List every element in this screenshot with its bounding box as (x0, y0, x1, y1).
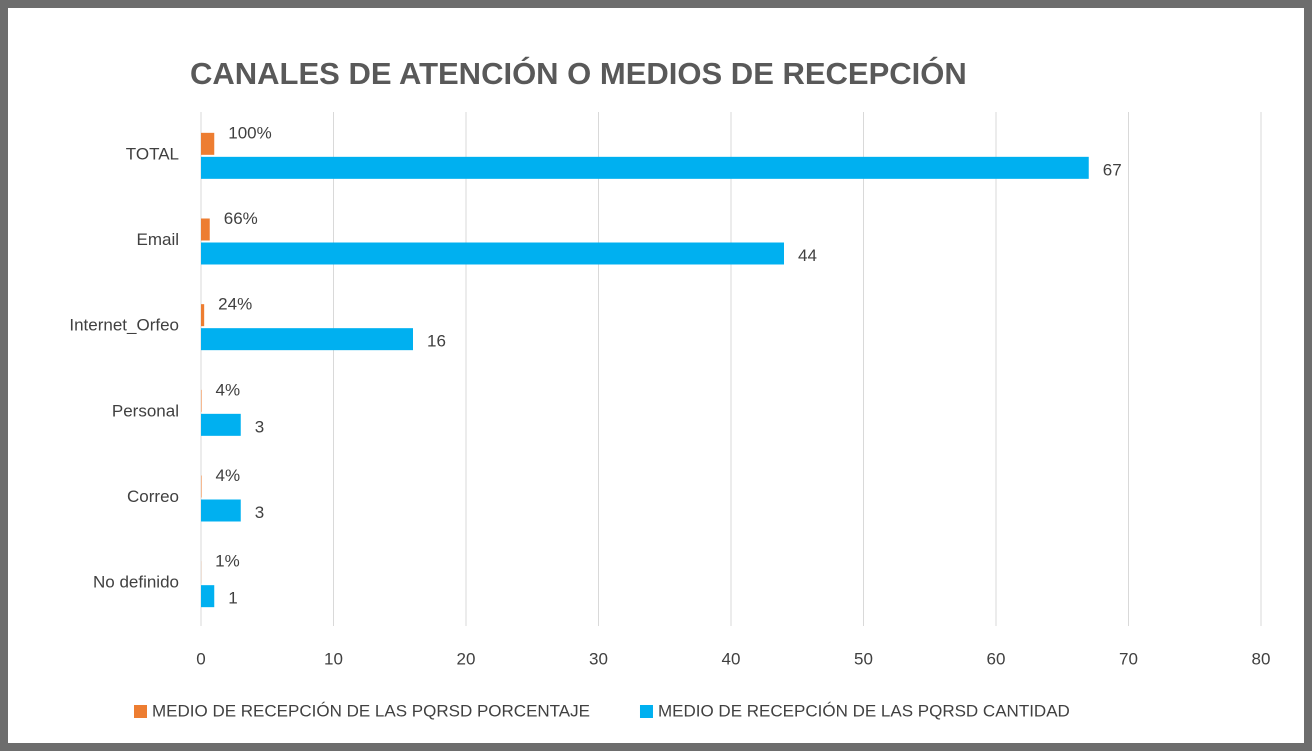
legend-label: MEDIO DE RECEPCIÓN DE LAS PQRSD CANTIDAD (658, 701, 1070, 720)
y-tick-label: No definido (93, 573, 179, 592)
bar (201, 218, 210, 241)
data-label: 4% (216, 380, 241, 399)
y-tick-label: Correo (127, 487, 179, 506)
legend-swatch (639, 705, 653, 718)
bar (201, 475, 202, 498)
data-label: 16 (427, 332, 446, 351)
x-tick-label: 30 (589, 649, 608, 668)
x-tick-label: 50 (854, 649, 873, 668)
y-tick-label: Internet_Orfeo (69, 316, 179, 335)
bar (201, 413, 241, 436)
y-tick-label: TOTAL (126, 144, 179, 163)
legend-swatch (134, 705, 147, 718)
bar (201, 242, 784, 265)
x-tick-label: 60 (987, 649, 1006, 668)
data-label: 3 (255, 503, 264, 522)
x-tick-label: 10 (324, 649, 343, 668)
x-tick-label: 80 (1252, 649, 1271, 668)
y-tick-label: Personal (112, 401, 179, 420)
data-label: 24% (218, 295, 252, 314)
chart-title: CANALES DE ATENCIÓN O MEDIOS DE RECEPCIÓ… (190, 55, 967, 91)
bar (201, 585, 215, 608)
data-label: 1% (215, 552, 240, 571)
x-tick-label: 20 (457, 649, 476, 668)
data-label: 66% (224, 209, 258, 228)
data-label: 1 (228, 589, 237, 608)
x-tick-label: 70 (1119, 649, 1138, 668)
legend-label: MEDIO DE RECEPCIÓN DE LAS PQRSD PORCENTA… (152, 701, 590, 720)
y-tick-label: Email (136, 230, 179, 249)
x-tick-label: 0 (196, 649, 205, 668)
data-label: 67 (1103, 160, 1122, 179)
bar (201, 156, 1089, 179)
bar (201, 132, 215, 155)
data-label: 44 (798, 246, 817, 265)
data-label: 4% (216, 466, 241, 485)
data-label: 100% (228, 123, 271, 142)
bar (201, 389, 202, 412)
bar (201, 304, 205, 327)
x-tick-label: 40 (722, 649, 741, 668)
bar (201, 499, 241, 522)
data-label: 3 (255, 417, 264, 436)
bar (201, 328, 413, 351)
